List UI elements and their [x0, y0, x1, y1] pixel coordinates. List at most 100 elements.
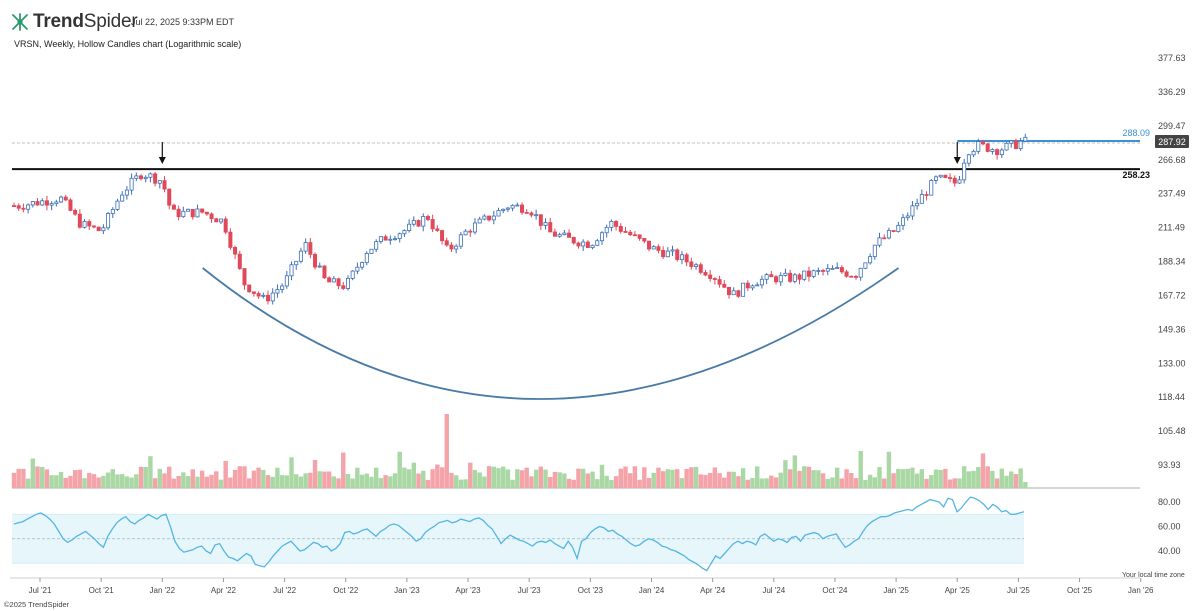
candle-body [96, 226, 101, 232]
volume-bar [623, 466, 628, 488]
candle-body [745, 282, 750, 289]
candle-body [298, 250, 303, 262]
price-tick-label: 188.34 [1158, 256, 1186, 266]
candle-body [534, 214, 539, 217]
candle [120, 191, 125, 202]
candle-body [383, 236, 388, 241]
candle [44, 195, 49, 211]
candle [1018, 137, 1023, 151]
candle [534, 209, 539, 220]
volume-bar [533, 469, 539, 488]
volume-bar [214, 471, 219, 488]
candle [487, 215, 492, 222]
candle-body [218, 218, 223, 223]
volume-bar [599, 464, 605, 488]
candle [374, 239, 379, 253]
candle-body [557, 234, 562, 237]
candle-body [567, 232, 572, 238]
volume-bar [562, 473, 567, 488]
candle-body [915, 202, 920, 207]
time-tick-label: Apr '25 [945, 586, 971, 595]
volume-bar [275, 467, 280, 488]
candle [425, 214, 430, 222]
copyright: ©2025 TrendSpider [4, 600, 70, 609]
time-tick-label: Jan '23 [394, 586, 420, 595]
candle-body [999, 149, 1004, 156]
price-tick-label: 93.93 [1158, 460, 1181, 470]
time-tick-label: Jan '25 [883, 586, 909, 595]
candle [378, 236, 383, 244]
volume-bar [63, 477, 68, 488]
candle-body [741, 282, 746, 297]
volume-bar [867, 474, 873, 488]
volume-bar [712, 467, 718, 488]
candle-body [877, 237, 882, 246]
candle-body [886, 230, 891, 239]
candle [266, 290, 271, 305]
candle-body [943, 174, 948, 178]
volume-bar [684, 468, 689, 488]
volume-bar [914, 473, 920, 488]
candle-body [769, 274, 774, 278]
time-tick-label: Jul '22 [273, 586, 296, 595]
candle [505, 206, 510, 213]
candle-body [237, 253, 242, 269]
time-tick-label: Jul '25 [1007, 586, 1030, 595]
candle [886, 227, 891, 240]
candle [256, 291, 261, 299]
candle [726, 286, 731, 299]
candle-body [294, 260, 299, 266]
candle [929, 179, 934, 196]
volume-bar [726, 471, 732, 488]
candle [59, 195, 64, 203]
candle [520, 202, 525, 215]
volume-bar [284, 475, 290, 488]
candle-body [661, 250, 666, 258]
candle-body [251, 291, 256, 294]
candle [919, 189, 924, 204]
volume-bar [618, 468, 623, 488]
volume-bar [783, 460, 788, 488]
candle-body [388, 238, 393, 241]
candle [313, 252, 318, 270]
volume-bar [571, 479, 576, 488]
volume-bars [11, 414, 1140, 489]
volume-bar [199, 470, 205, 488]
candle [567, 229, 572, 238]
candle-body [11, 205, 16, 207]
candle [124, 186, 129, 200]
candle [1009, 140, 1014, 148]
candle [764, 273, 769, 284]
candle [430, 214, 435, 233]
candle-body [647, 240, 652, 250]
rsi-tick-label: 60.00 [1158, 522, 1181, 532]
time-tick-label: Jan '24 [639, 586, 665, 595]
candle-body [501, 208, 506, 211]
trendspider-logo[interactable]: TrendSpider [10, 11, 138, 33]
candle [322, 265, 327, 279]
candle-body [44, 200, 49, 206]
volume-bar [924, 478, 929, 488]
candle [195, 204, 200, 218]
time-tick-label: Oct '25 [1067, 586, 1093, 595]
time-tick-label: Oct '24 [822, 586, 848, 595]
candle [472, 218, 477, 235]
candle [985, 143, 990, 153]
candle-body [26, 204, 31, 210]
candle-body [679, 254, 684, 260]
volume-bar [223, 460, 228, 488]
time-tick-label: Jan '22 [150, 586, 176, 595]
candle-body [872, 244, 877, 257]
candle-body [712, 278, 717, 280]
candle [670, 245, 675, 257]
volume-bar [350, 478, 355, 488]
candle [708, 269, 713, 282]
candle [106, 211, 111, 231]
candle [228, 228, 233, 250]
price-tick-label: 149.36 [1158, 324, 1186, 334]
candle-body [835, 267, 840, 269]
volume-bar [557, 472, 562, 488]
candle-body [966, 154, 971, 164]
candle [496, 207, 501, 217]
